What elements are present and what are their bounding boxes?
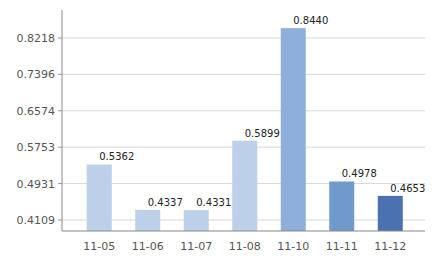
bar bbox=[135, 210, 160, 231]
chart-svg: 0.4109 0.4931 0.5753 0.6574 0.7396 0.8218 0.53… bbox=[0, 0, 438, 260]
bar bbox=[329, 181, 354, 231]
y-tick bbox=[58, 37, 62, 38]
grid-line bbox=[62, 37, 425, 38]
y-tick-label: 0.5753 bbox=[17, 141, 56, 154]
x-axis bbox=[62, 231, 425, 232]
y-tick bbox=[58, 74, 62, 75]
data-labels: 0.5362 0.4337 0.4331 0.5899 0.8440 0.4978 0.46… bbox=[99, 15, 425, 208]
data-label: 0.5362 bbox=[99, 151, 134, 162]
data-label: 0.4331 bbox=[196, 197, 231, 208]
grid-line bbox=[62, 110, 425, 111]
data-label: 0.8440 bbox=[293, 15, 328, 26]
x-tick-label: 11-11 bbox=[326, 240, 358, 253]
x-tick-label: 11-10 bbox=[277, 240, 309, 253]
bar bbox=[232, 141, 257, 231]
x-tick-label: 11-06 bbox=[132, 240, 164, 253]
bars bbox=[87, 28, 403, 231]
y-tick-label: 0.4931 bbox=[17, 178, 56, 191]
chart-container: 0.4109 0.4931 0.5753 0.6574 0.7396 0.8218 0.53… bbox=[0, 0, 438, 260]
y-tick bbox=[58, 147, 62, 148]
y-tick bbox=[58, 183, 62, 184]
x-tick-label: 11-08 bbox=[229, 240, 261, 253]
x-tick-label: 11-07 bbox=[180, 240, 212, 253]
data-label: 0.4978 bbox=[342, 168, 377, 179]
y-tick-label: 0.8218 bbox=[17, 32, 56, 45]
y-tick-label: 0.4109 bbox=[17, 214, 56, 227]
bar bbox=[378, 196, 403, 231]
y-axis bbox=[62, 10, 63, 231]
y-tick bbox=[58, 110, 62, 111]
y-tick-label: 0.7396 bbox=[17, 68, 56, 81]
data-label: 0.4337 bbox=[148, 197, 183, 208]
x-tick-label: 11-12 bbox=[374, 240, 406, 253]
y-tick-label: 0.6574 bbox=[17, 105, 56, 118]
bar bbox=[184, 210, 209, 231]
data-label: 0.4653 bbox=[390, 183, 425, 194]
data-label: 0.5899 bbox=[245, 128, 280, 139]
grid-line bbox=[62, 74, 425, 75]
bar bbox=[281, 28, 306, 231]
bar bbox=[87, 164, 112, 231]
x-tick-label: 11-05 bbox=[83, 240, 115, 253]
y-tick bbox=[58, 219, 62, 220]
